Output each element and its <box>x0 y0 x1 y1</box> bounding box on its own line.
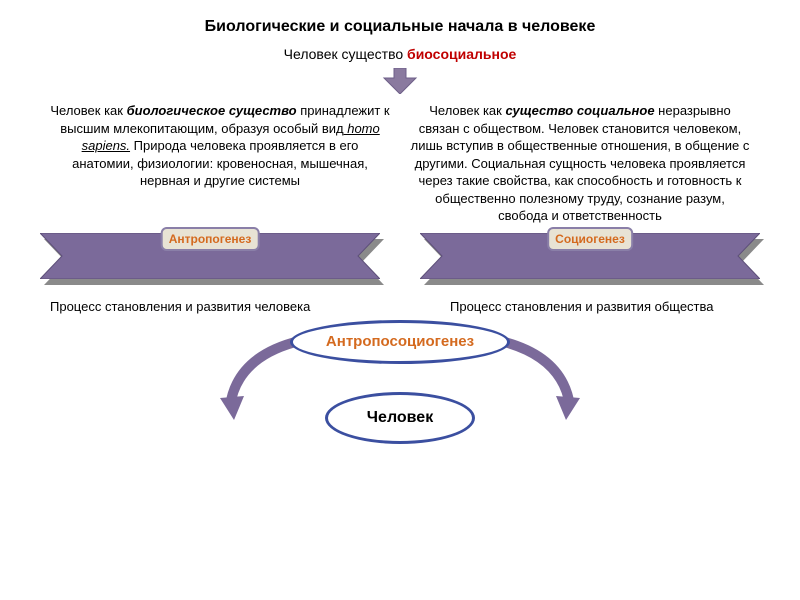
right-column: Человек как существо социальное неразрыв… <box>410 102 750 225</box>
left-ribbon-wrap: Антропогенез <box>40 233 380 293</box>
left-badge: Антропогенез <box>161 227 260 252</box>
oval-bottom-label: Человек <box>367 409 433 427</box>
right-text-1a: Человек как <box>429 103 505 118</box>
ribbon-row: Антропогенез Социогенез <box>0 225 800 293</box>
left-column: Человек как биологическое существо прина… <box>50 102 390 225</box>
down-arrow-icon <box>382 68 418 94</box>
left-text-emph: биологическое существо <box>127 103 297 118</box>
oval-top: Антропосоциогенез <box>290 320 510 364</box>
right-ribbon-wrap: Социогенез <box>420 233 760 293</box>
right-text-emph: существо социальное <box>505 103 654 118</box>
oval-bottom: Человек <box>325 392 475 444</box>
process-right: Процесс становления и развития общества <box>410 299 750 316</box>
columns: Человек как биологическое существо прина… <box>0 94 800 225</box>
subtitle: Человек существо биосоциальное <box>0 46 800 62</box>
right-badge: Социогенез <box>547 227 633 252</box>
bottom-area: Антропосоциогенез Человек <box>0 320 800 470</box>
oval-top-label: Антропосоциогенез <box>326 333 474 350</box>
process-row: Процесс становления и развития человека … <box>0 293 800 316</box>
subtitle-plain: Человек существо <box>284 46 407 62</box>
subtitle-highlight: биосоциальное <box>407 46 516 62</box>
page-title: Биологические и социальные начала в чело… <box>0 0 800 36</box>
process-left: Процесс становления и развития человека <box>50 299 390 316</box>
left-text-1a: Человек как <box>50 103 126 118</box>
right-text-1c: неразрывно связан с обществом. Человек с… <box>411 103 750 223</box>
